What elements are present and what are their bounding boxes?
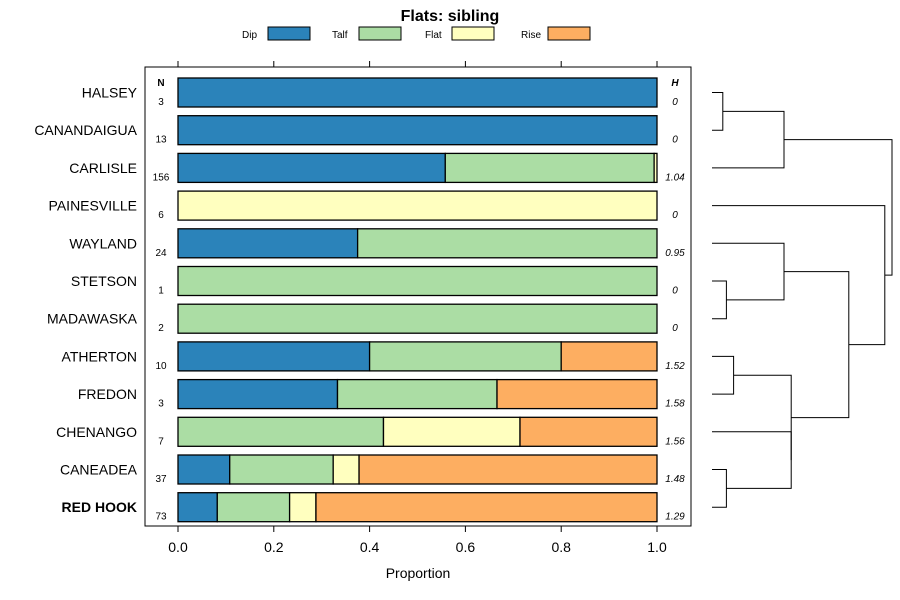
- bar-segment-dip: [177, 152, 446, 184]
- dendrogram-branch: [733, 374, 792, 461]
- dendrogram-branch: [712, 92, 724, 131]
- bar-segment-talf: [444, 152, 655, 184]
- bar-segment-talf: [229, 454, 334, 485]
- x-axis: 0.0 0.2 0.4 0.6 0.8 1.0: [168, 61, 667, 555]
- row-n-value: 73: [155, 512, 167, 523]
- bar-segment-talf: [177, 303, 658, 334]
- row-label: ATHERTON: [62, 348, 137, 364]
- row-label: PAINESVILLE: [49, 198, 137, 214]
- row-label: CANEADEA: [60, 462, 138, 478]
- row-h-value: 1.56: [665, 436, 685, 447]
- bar-segment-rise: [560, 341, 658, 372]
- bar-segment-dip: [177, 115, 658, 146]
- dendrogram-branch: [712, 469, 727, 508]
- legend-swatch-talf: [358, 26, 402, 41]
- bar-segment-dip: [177, 77, 658, 108]
- x-axis-title: Proportion: [386, 565, 451, 581]
- bar-segment-rise: [496, 378, 658, 410]
- legend-label-flat: Flat: [425, 30, 442, 41]
- row-h-value: 1.48: [665, 474, 685, 485]
- x-tick-label: 0.2: [264, 539, 284, 555]
- row-label: WAYLAND: [69, 235, 137, 251]
- dendrogram-branch: [784, 271, 850, 419]
- bar-segment-rise: [358, 454, 658, 485]
- row-label: MADAWASKA: [47, 311, 138, 327]
- dendrogram-branch: [712, 280, 727, 320]
- row-label: STETSON: [71, 273, 137, 289]
- row-n-value: 3: [158, 399, 164, 410]
- legend-swatch-flat: [451, 26, 495, 41]
- n-column-header: N: [157, 78, 164, 89]
- row-n-value: 1: [158, 286, 164, 297]
- x-tick-label: 0.4: [360, 539, 380, 555]
- dendrogram-branch: [784, 139, 893, 276]
- row-label: FREDON: [78, 386, 137, 402]
- bar-segment-talf: [368, 341, 562, 372]
- chart-legend: Dip Talf Flat Rise: [242, 26, 591, 41]
- dendrogram-branch: [712, 355, 735, 395]
- row-n-value: 156: [153, 172, 170, 183]
- bar-segment-dip: [177, 228, 359, 259]
- row-h-value: 1.58: [665, 399, 685, 410]
- bar-segment-flat: [382, 416, 521, 447]
- bar-segment-rise: [315, 492, 658, 523]
- x-tick-label: 1.0: [647, 539, 667, 555]
- row-n-value: 10: [155, 361, 167, 372]
- legend-swatch-rise: [547, 26, 591, 41]
- bar-segment-dip: [177, 341, 371, 372]
- bar-segment-talf: [336, 378, 498, 410]
- dendrogram-branch: [712, 431, 792, 489]
- row-label: CANANDAIGUA: [34, 122, 137, 138]
- legend-label-talf: Talf: [332, 30, 348, 41]
- legend-label-dip: Dip: [242, 30, 257, 41]
- row-n-value: 6: [158, 210, 164, 221]
- row-h-value: 1.52: [665, 361, 685, 372]
- row-h-value: 0: [672, 97, 678, 108]
- bar-segment-dip: [177, 492, 218, 523]
- row-label: HALSEY: [82, 85, 138, 101]
- row-h-value: 1.29: [665, 512, 685, 523]
- bar-segment-talf: [177, 416, 385, 447]
- dendrogram-branch: [712, 205, 886, 346]
- bar-segment-flat: [653, 152, 658, 184]
- chart-title: Flats: sibling: [401, 8, 500, 25]
- row-n-value: 37: [155, 474, 167, 485]
- row-h-value: 0: [672, 210, 678, 221]
- row-h-value: 0.95: [665, 248, 685, 259]
- row-h-value: 0: [672, 323, 678, 334]
- bar-segment-flat: [332, 454, 360, 485]
- row-label: CARLISLE: [69, 160, 137, 176]
- x-tick-label: 0.8: [551, 539, 571, 555]
- bar-segment-talf: [177, 265, 658, 297]
- bar-segment-dip: [177, 378, 339, 410]
- x-tick-label: 0.0: [168, 539, 188, 555]
- row-n-value: 3: [158, 97, 164, 108]
- x-tick-label: 0.6: [456, 539, 476, 555]
- dendrogram-branch: [712, 242, 785, 301]
- legend-label-rise: Rise: [521, 30, 541, 41]
- row-h-value: 1.04: [665, 172, 685, 183]
- row-label: CHENANGO: [56, 424, 137, 440]
- plot-frame: [144, 66, 692, 527]
- row-n-value: 7: [158, 436, 164, 447]
- legend-swatch-dip: [267, 26, 311, 41]
- bar-segment-rise: [519, 416, 658, 447]
- bar-segment-flat: [288, 492, 317, 523]
- bar-segment-flat: [177, 190, 658, 221]
- row-label: RED HOOK: [62, 499, 137, 515]
- bar-segment-dip: [177, 454, 231, 485]
- row-h-value: 0: [672, 135, 678, 146]
- row-h-value: 0: [672, 286, 678, 297]
- bar-segment-talf: [216, 492, 291, 523]
- bar-segment-talf: [356, 228, 658, 259]
- h-column-header: H: [671, 78, 679, 89]
- row-n-value: 2: [158, 323, 164, 334]
- row-n-value: 24: [155, 248, 167, 259]
- row-n-value: 13: [155, 135, 167, 146]
- dendrogram: [712, 92, 893, 508]
